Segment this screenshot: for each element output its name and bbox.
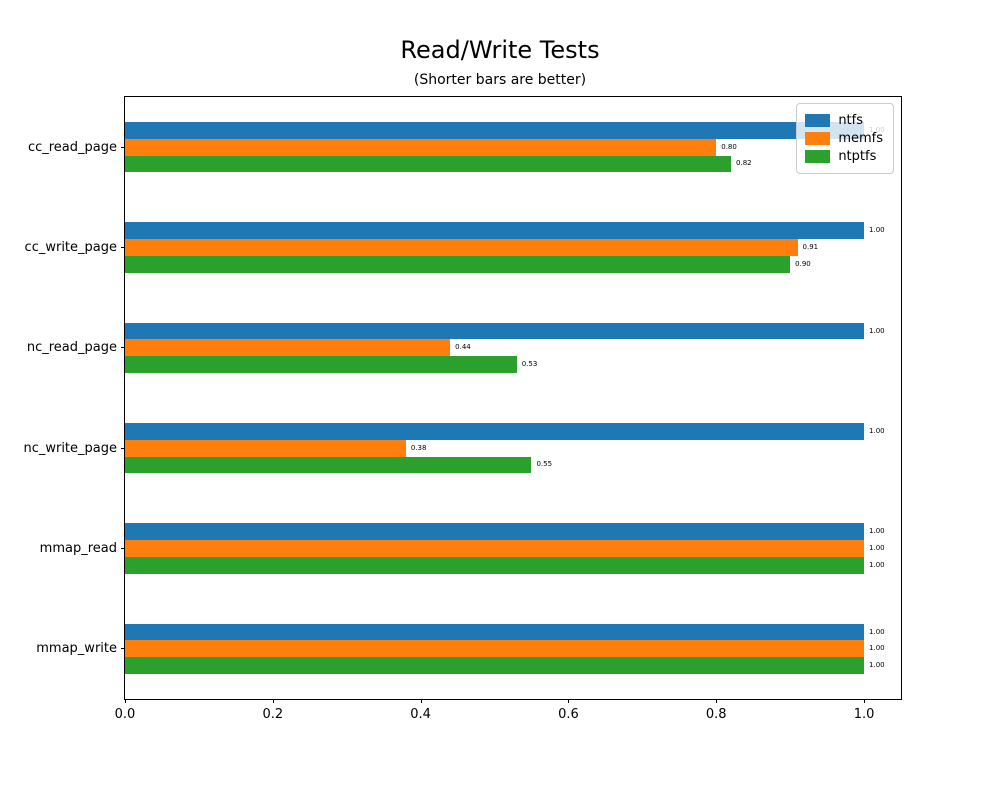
- bar-ntptfs-cc_read_page: [125, 155, 732, 173]
- bar-value-label: 0.91: [802, 243, 819, 251]
- x-tick-label: 0.6: [558, 707, 579, 722]
- y-tick-label: nc_read_page: [26, 340, 117, 356]
- y-tick-mark: [121, 648, 125, 650]
- bar-ntfs-cc_read_page: [125, 122, 865, 139]
- bar-ntfs-cc_write_page: [125, 222, 865, 240]
- bar-value-label: 0.53: [521, 360, 538, 369]
- legend: ntfs memfs ntptfs: [796, 103, 894, 174]
- chart-subtitle: (Shorter bars are better): [413, 72, 587, 88]
- plot-area: ntfs memfs ntptfs cc_read_page 1.00 0.80 0.82…: [23, 96, 902, 722]
- x-tick-mark: [125, 699, 126, 703]
- bar-ntfs-mmap_read: [125, 523, 865, 541]
- bar-memfs-nc_read_page: [125, 339, 451, 357]
- chart-title: Read/Write Tests: [400, 36, 600, 64]
- bar-ntptfs-mmap_write: [125, 657, 865, 674]
- y-tick-label: cc_read_page: [27, 139, 117, 155]
- y-tick-mark: [121, 447, 125, 449]
- bar-value-label: 1.00: [869, 226, 885, 235]
- bar-memfs-mmap_write: [125, 640, 865, 658]
- y-tick-mark: [121, 247, 125, 248]
- x-tick-mark: [272, 699, 274, 703]
- x-tick-mark: [864, 699, 866, 703]
- bar-value-label: 1.00: [869, 426, 885, 435]
- bar-value-label: 0.82: [736, 159, 752, 168]
- bar-ntptfs-cc_write_page: [125, 255, 791, 273]
- bar-value-label: 1.00: [869, 560, 885, 569]
- bar-value-label: 1.00: [869, 326, 885, 335]
- y-tick-label: nc_write_page: [23, 440, 117, 456]
- bar-ntfs-nc_write_page: [125, 423, 865, 440]
- legend-label: ntptfs: [838, 149, 877, 164]
- bar-value-label: 0.55: [536, 460, 553, 469]
- x-tick-mark: [716, 699, 718, 703]
- bar-value-label: 1.00: [869, 661, 885, 670]
- legend-swatch-ntfs: [805, 114, 831, 127]
- legend-entry-ntptfs: ntptfs: [805, 149, 883, 164]
- bar-value-label: 0.90: [795, 259, 811, 268]
- x-tick-label: 0.8: [705, 707, 727, 722]
- bar-value-label: 0.38: [410, 443, 427, 452]
- bar-value-label: 1.00: [869, 644, 885, 653]
- y-tick-label: mmap_write: [36, 641, 117, 657]
- bar-ntfs-mmap_write: [125, 623, 865, 641]
- y-tick-mark: [121, 347, 125, 349]
- bar-value-label: 1.00: [869, 627, 885, 636]
- x-tick-mark: [568, 699, 570, 703]
- bar-memfs-mmap_read: [125, 540, 865, 557]
- legend-entry-ntfs: ntfs: [805, 113, 883, 128]
- x-tick-label: 0.0: [114, 707, 136, 722]
- y-tick-mark: [121, 146, 125, 148]
- y-tick-label: mmap_read: [39, 541, 117, 556]
- bar-memfs-cc_write_page: [125, 239, 798, 256]
- bar-ntptfs-nc_write_page: [125, 456, 532, 474]
- x-tick-label: 0.4: [410, 707, 431, 722]
- bar-value-label: 0.44: [455, 343, 471, 352]
- bar-ntfs-nc_read_page: [125, 322, 865, 340]
- bar-value-label: 1.00: [869, 544, 885, 552]
- x-tick-label: 1.0: [853, 707, 875, 722]
- y-tick-label: cc_write_page: [24, 240, 117, 255]
- bar-value-label: 0.80: [721, 142, 737, 151]
- bar-memfs-nc_write_page: [125, 439, 406, 457]
- legend-swatch-ntptfs: [805, 150, 831, 163]
- bar-ntptfs-mmap_read: [125, 556, 865, 574]
- legend-label: memfs: [838, 131, 883, 146]
- x-tick-label: 0.2: [262, 707, 284, 722]
- x-tick-mark: [420, 699, 422, 703]
- y-tick-mark: [121, 548, 125, 549]
- legend-entry-memfs: memfs: [805, 131, 883, 146]
- legend-swatch-memfs: [805, 132, 831, 145]
- legend-label: ntfs: [838, 113, 863, 128]
- bar-memfs-cc_read_page: [125, 138, 717, 156]
- bar-value-label: 1.00: [869, 527, 885, 536]
- bar-ntptfs-nc_read_page: [125, 356, 517, 373]
